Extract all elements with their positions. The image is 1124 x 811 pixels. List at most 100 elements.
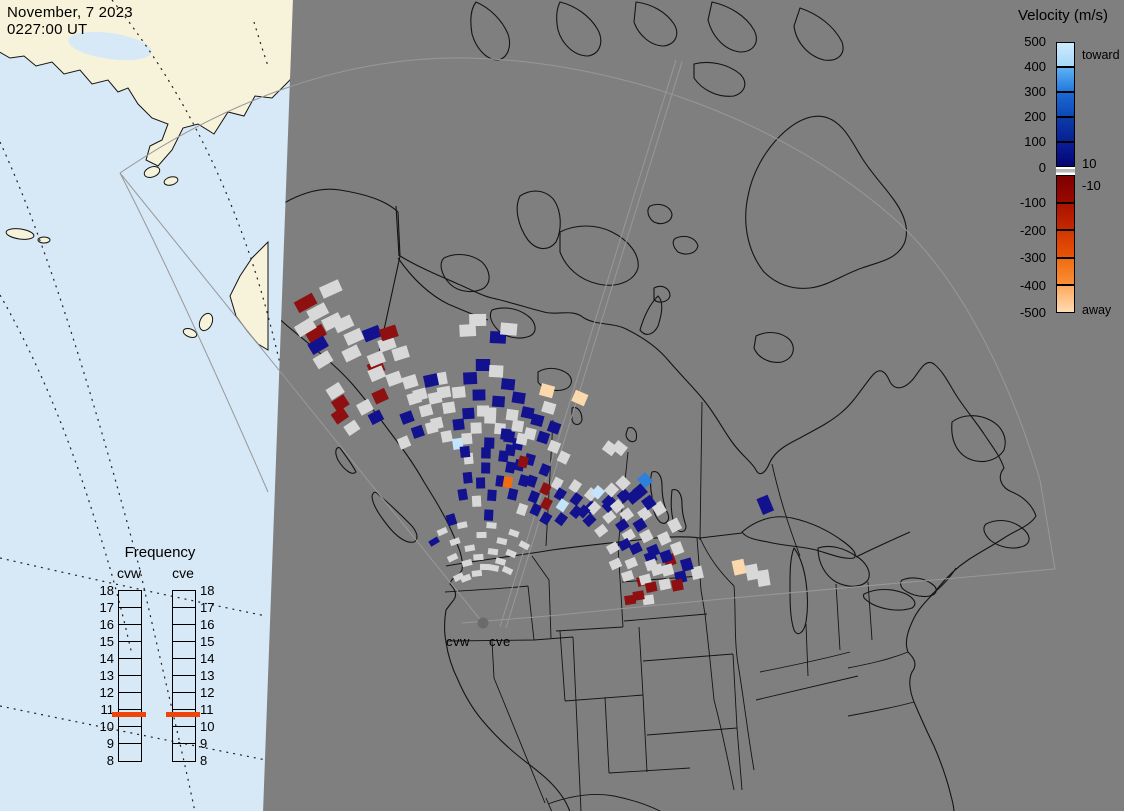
velocity-cell [361, 324, 383, 343]
frequency-marker-cvw [112, 711, 146, 717]
velocity-cell [481, 447, 491, 459]
velocity-cell [529, 502, 543, 517]
velocity-cell [422, 373, 440, 388]
velocity-cell [488, 364, 504, 378]
velocity-cell [332, 314, 355, 334]
frequency-tick-label: 13 [99, 667, 114, 683]
velocity-cell [530, 413, 545, 428]
land-alaska [0, 0, 299, 351]
map-sector [263, 0, 1124, 811]
velocity-cell [571, 389, 589, 407]
velocity-cell [355, 398, 374, 416]
velocity-cell [670, 578, 684, 592]
frequency-scale-cell [119, 625, 141, 642]
velocity-cell [605, 541, 620, 555]
frequency-scale-cell [119, 693, 141, 710]
frequency-column-label-cve: cve [172, 565, 194, 581]
colorbar-tick-label: 500 [1024, 34, 1046, 49]
velocity-cell [312, 350, 334, 370]
frequency-scale-cell [119, 591, 141, 608]
velocity-cell [644, 581, 658, 594]
frequency-marker-cve [166, 711, 200, 717]
frequency-tick-label: 16 [99, 616, 114, 632]
velocity-cell [538, 383, 556, 399]
velocity-cells-layer [293, 279, 775, 606]
velocity-cell [650, 563, 664, 577]
beam-line-1 [499, 59, 677, 628]
frequency-title: Frequency [124, 544, 196, 561]
velocity-cell [396, 435, 412, 450]
velocity-cell [330, 394, 350, 413]
velocity-cell [541, 400, 557, 415]
velocity-cell [756, 569, 771, 587]
velocity-cell [462, 407, 475, 420]
velocity-cell [568, 479, 583, 494]
frequency-tick-label: 10 [200, 718, 215, 734]
velocity-cell [554, 512, 569, 527]
velocity-cell [601, 498, 617, 513]
frequency-scale-cell [119, 676, 141, 693]
velocity-cell [656, 531, 672, 546]
velocity-cell [602, 509, 617, 524]
velocity-cell [486, 521, 497, 529]
frequency-tick-label: 17 [99, 599, 114, 615]
frequency-tick-label: 9 [200, 735, 208, 751]
velocity-cell [637, 506, 653, 522]
fov-left-edge [119, 172, 484, 624]
frequency-scale-cell [173, 591, 195, 608]
radar-site-dot [477, 617, 489, 629]
velocity-cell [325, 381, 345, 401]
velocity-cell [343, 327, 365, 346]
velocity-cell [500, 378, 516, 391]
velocity-cell [343, 419, 361, 437]
velocity-cell [306, 302, 330, 323]
velocity-cell [481, 462, 491, 474]
frequency-scale-cell [173, 727, 195, 744]
colorbar-bar [1056, 42, 1075, 313]
colorbar-tick-label: 200 [1024, 109, 1046, 125]
frequency-tick-label: 18 [200, 582, 215, 598]
velocity-cell [679, 557, 694, 572]
velocity-cell [366, 350, 386, 368]
frequency-tick-label: 13 [200, 667, 215, 683]
velocity-cell [576, 504, 591, 519]
velocity-cell [731, 558, 747, 576]
velocity-cell [525, 474, 538, 488]
velocity-cell [367, 409, 385, 426]
colorbar-tick-label: -300 [1019, 250, 1046, 265]
colorbar-tick-label: -100 [1019, 195, 1046, 210]
velocity-cell [624, 594, 637, 606]
radar-label-cve: cve [489, 634, 511, 649]
velocity-cell [410, 424, 425, 439]
velocity-cell [451, 386, 466, 399]
colorbar-segment [1056, 42, 1075, 68]
frequency-tick-label: 11 [100, 701, 115, 717]
colorbar-segment [1056, 92, 1075, 118]
frequency-column-label-cvw: cvw [116, 565, 142, 581]
colorbar-zero-band [1056, 167, 1075, 176]
frequency-scale-cell [119, 744, 141, 761]
velocity-cell [638, 573, 652, 586]
velocity-cell [508, 528, 520, 538]
velocity-cell [476, 531, 487, 539]
velocity-cell [505, 408, 519, 422]
velocity-cell [642, 594, 655, 606]
velocity-cell [632, 517, 648, 533]
frequency-scale-cell [173, 676, 195, 693]
colorbar-segment [1056, 285, 1075, 313]
frequency-tick-label: 12 [200, 684, 215, 700]
frequency-scale-cell [173, 659, 195, 676]
velocity-cell [330, 406, 350, 425]
colorbar-segment [1056, 202, 1075, 231]
velocity-cell [641, 494, 657, 511]
velocity-cell [636, 472, 654, 489]
date-text: November, 7 2023 [7, 4, 133, 21]
velocity-cell [608, 557, 623, 571]
velocity-cell [470, 422, 482, 434]
velocity-cell [550, 476, 564, 491]
velocity-cell [660, 563, 675, 577]
velocity-cell [307, 335, 329, 356]
frequency-scale-cell [173, 625, 195, 642]
velocity-cell [462, 371, 478, 385]
